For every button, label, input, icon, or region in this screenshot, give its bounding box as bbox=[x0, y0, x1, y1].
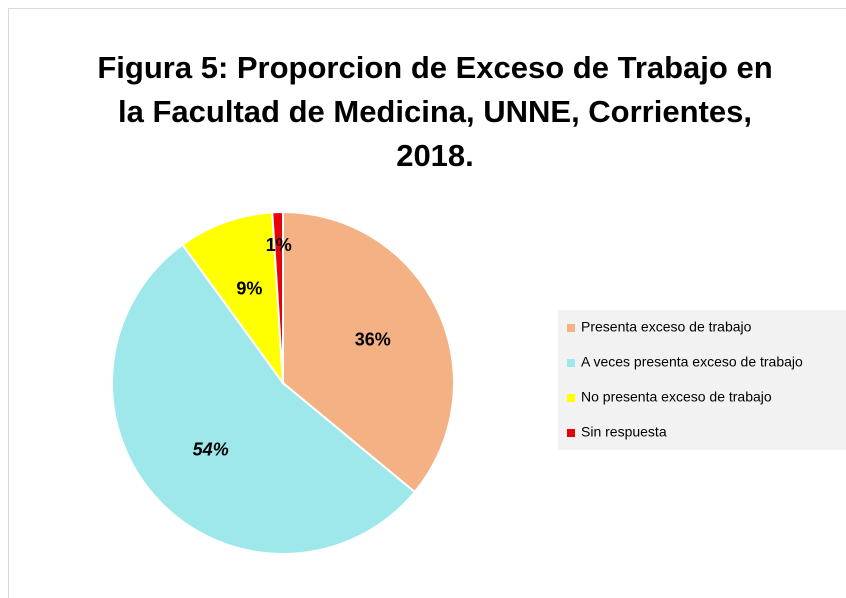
chart-border bbox=[8, 8, 846, 598]
pie-slice bbox=[282, 210, 456, 494]
data-label: 9% bbox=[236, 278, 262, 298]
data-label: 1% bbox=[266, 235, 292, 255]
legend-swatch bbox=[567, 429, 575, 437]
legend-label: Sin respuesta bbox=[581, 424, 667, 440]
pie-slice bbox=[111, 243, 417, 555]
chart-title: Figura 5: Proporcion de Exceso de Trabaj… bbox=[97, 50, 773, 173]
legend-swatch bbox=[567, 324, 575, 332]
legend-label: Presenta exceso de trabajo bbox=[581, 319, 752, 335]
legend-label: No presenta exceso de trabajo bbox=[581, 389, 772, 405]
data-label: 54% bbox=[193, 440, 229, 460]
legend-box bbox=[558, 310, 846, 450]
data-label: 36% bbox=[355, 330, 391, 350]
legend-label: A veces presenta exceso de trabajo bbox=[581, 354, 803, 370]
pie-slice bbox=[271, 210, 284, 384]
pie-slice bbox=[181, 211, 285, 387]
legend-swatch bbox=[567, 359, 575, 367]
legend-swatch bbox=[567, 394, 575, 402]
